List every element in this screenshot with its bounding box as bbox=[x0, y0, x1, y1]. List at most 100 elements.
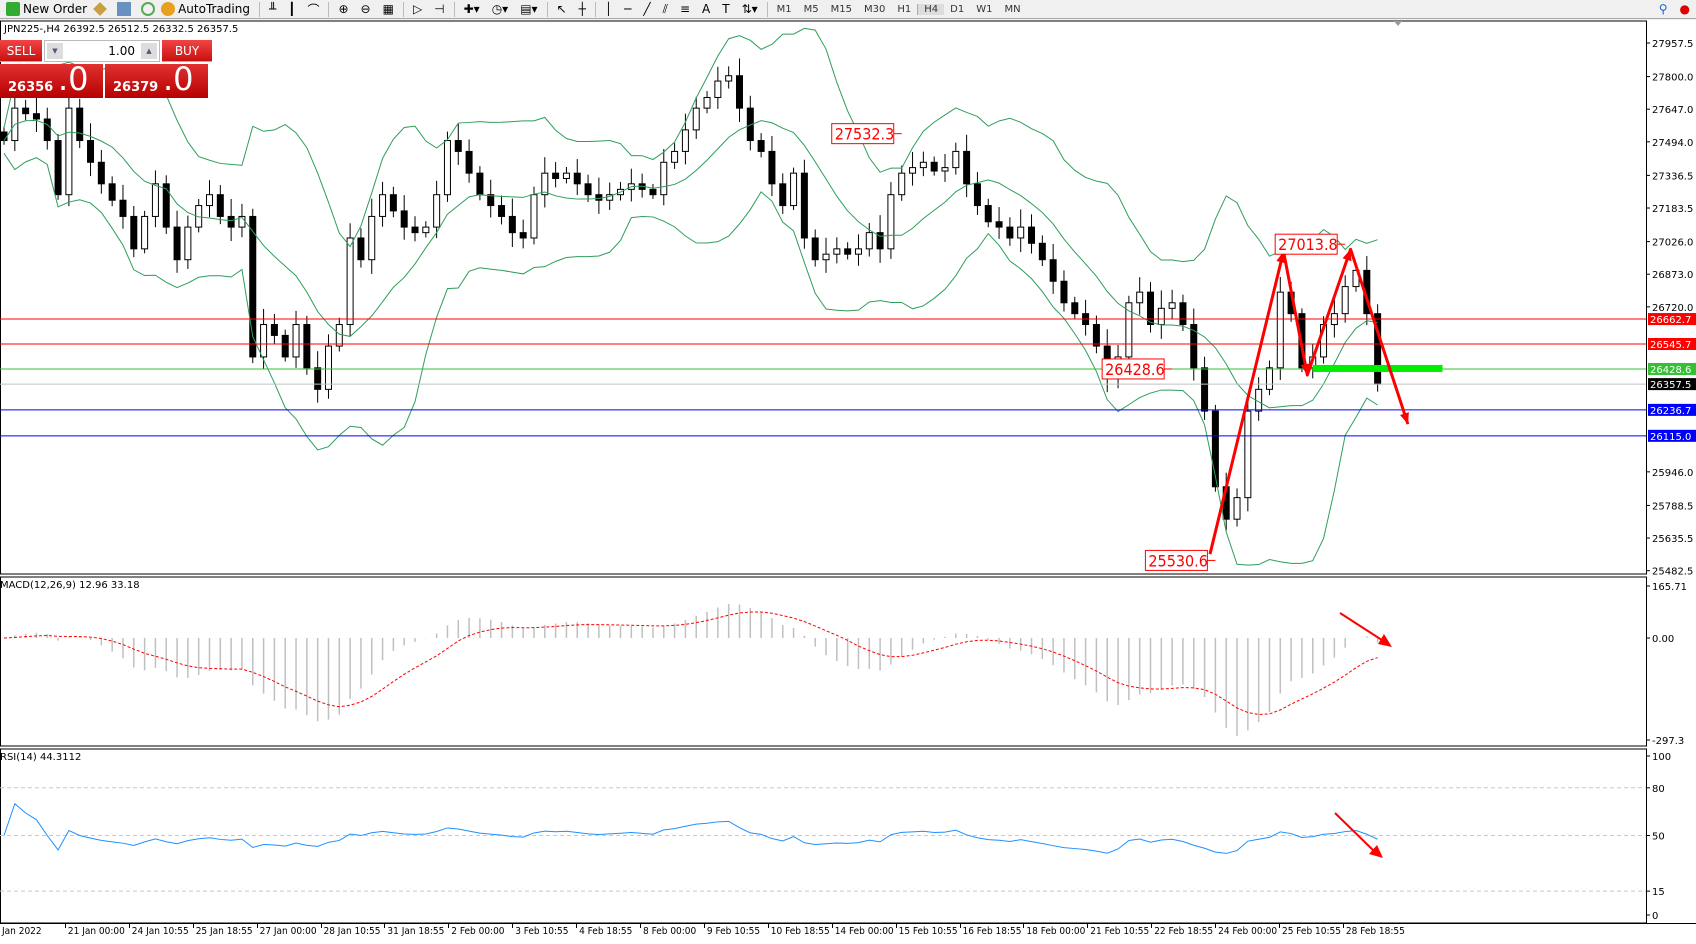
horizontal-line-icon[interactable]: ─ bbox=[624, 2, 632, 16]
candle bbox=[422, 221, 430, 238]
level-tag bbox=[1648, 337, 1696, 350]
candle-body bbox=[1179, 302, 1187, 326]
candle-body bbox=[216, 194, 224, 217]
candle-body bbox=[844, 248, 852, 255]
candle bbox=[649, 184, 657, 199]
rsi-axis-label: 50 bbox=[1652, 832, 1665, 843]
candle-body bbox=[227, 215, 235, 228]
arrows-icon[interactable]: ⇅▾ bbox=[741, 2, 758, 16]
level-price-label: 26428.6 bbox=[1650, 365, 1691, 376]
price-axis-label: 27026.0 bbox=[1652, 238, 1693, 249]
price-axis-label: 25788.5 bbox=[1652, 501, 1693, 512]
cursor-icon[interactable]: ↖ bbox=[556, 2, 567, 16]
autotrading-button[interactable]: AutoTrading bbox=[155, 0, 256, 18]
candle-body bbox=[130, 215, 138, 250]
candle-body bbox=[735, 75, 743, 109]
new-order-button[interactable]: New Order bbox=[0, 0, 93, 18]
rsi-line bbox=[3, 802, 1378, 854]
candle-body bbox=[151, 183, 159, 217]
rsi-axis-label: 0 bbox=[1652, 911, 1658, 922]
candle bbox=[206, 180, 214, 218]
candle-body bbox=[1157, 307, 1165, 326]
market-icon[interactable] bbox=[117, 2, 132, 16]
periods-icon[interactable]: ◷▾ bbox=[491, 2, 509, 16]
chart-shift-marker bbox=[1394, 21, 1402, 26]
level-price-label: 26357.5 bbox=[1650, 380, 1691, 391]
signals-icon[interactable] bbox=[141, 2, 156, 16]
macd-trend-arrow bbox=[1339, 612, 1386, 643]
buy-price[interactable]: 26379.0 bbox=[105, 60, 208, 98]
zoom-out-icon[interactable]: ⊖ bbox=[360, 2, 371, 16]
templates-icon[interactable]: ▤▾ bbox=[520, 2, 538, 16]
price-label-text: 27013.8 bbox=[1278, 235, 1338, 254]
candle-body bbox=[314, 367, 322, 390]
chart-canvas[interactable]: 27957.5 27800.0 27647.0 27494.0 27336.5 27183… bbox=[0, 20, 1696, 924]
candle bbox=[822, 237, 830, 273]
candle bbox=[216, 185, 224, 225]
candle bbox=[498, 195, 506, 225]
lot-increase-icon[interactable]: ▲ bbox=[141, 43, 157, 59]
candle bbox=[303, 315, 311, 375]
arrowhead-icon bbox=[1400, 412, 1409, 425]
candle-body bbox=[865, 232, 873, 250]
timeframe-h4[interactable]: H4 bbox=[917, 3, 945, 15]
timeframe-m1[interactable]: M1 bbox=[776, 3, 792, 15]
buy-button[interactable]: BUY bbox=[162, 40, 212, 62]
autoscroll-icon[interactable]: ▷ bbox=[412, 2, 423, 16]
text-label-icon[interactable]: T bbox=[722, 2, 730, 16]
time-axis: Jan 2022 21 Jan 00:00 24 Jan 10:55 25 Jan 1… bbox=[0, 923, 1696, 944]
time-axis-label: 27 Jan 00:00 bbox=[256, 923, 317, 937]
fibonacci-icon[interactable]: ≡ bbox=[679, 2, 690, 16]
candle-body bbox=[919, 161, 927, 169]
tile-windows-icon[interactable]: ▦ bbox=[382, 2, 394, 16]
candle bbox=[725, 66, 733, 89]
lot-decrease-icon[interactable]: ▼ bbox=[47, 43, 63, 59]
line-chart-icon[interactable]: ⌒ bbox=[307, 2, 320, 17]
level-price-label: 26662.7 bbox=[1650, 315, 1691, 326]
candle bbox=[1157, 290, 1165, 339]
candlestick-icon[interactable]: ┃ bbox=[288, 2, 296, 16]
candle bbox=[346, 223, 354, 337]
candle bbox=[324, 334, 332, 399]
vertical-line-icon[interactable]: │ bbox=[604, 2, 613, 16]
metaeditor-icon[interactable] bbox=[93, 2, 108, 16]
chart-shift-icon[interactable]: ⊣ bbox=[434, 2, 445, 16]
bb-upper bbox=[3, 27, 1378, 263]
search-icon[interactable]: ⚲ bbox=[1658, 2, 1668, 16]
timeframe-mn[interactable]: MN bbox=[1004, 3, 1021, 15]
candle bbox=[552, 162, 560, 188]
lot-value[interactable]: 1.00 bbox=[108, 44, 135, 58]
zoom-in-icon[interactable]: ⊕ bbox=[338, 2, 349, 16]
trendline-icon[interactable]: ╱ bbox=[643, 2, 651, 16]
price-axis-label: 26873.0 bbox=[1652, 270, 1693, 281]
candle-body bbox=[822, 253, 830, 261]
green-zone bbox=[1312, 364, 1443, 372]
timeframe-m15[interactable]: M15 bbox=[830, 3, 852, 15]
timeframe-m5[interactable]: M5 bbox=[803, 3, 819, 15]
notifications-icon[interactable]: ● bbox=[1679, 2, 1690, 16]
candle bbox=[1038, 235, 1046, 267]
timeframe-d1[interactable]: D1 bbox=[950, 3, 965, 15]
channel-icon[interactable]: ⫽ bbox=[662, 1, 668, 16]
time-axis-label: 10 Feb 18:55 bbox=[767, 923, 830, 937]
timeframe-w1[interactable]: W1 bbox=[976, 3, 993, 15]
lot-size-input[interactable]: ▼ 1.00 ▲ bbox=[44, 40, 160, 62]
chart-window[interactable]: 27957.5 27800.0 27647.0 27494.0 27336.5 27183… bbox=[0, 20, 1696, 924]
candle bbox=[973, 172, 981, 215]
candle-body bbox=[324, 345, 332, 390]
price-axis-label: 25946.0 bbox=[1652, 468, 1693, 479]
indicators-icon[interactable]: ✚▾ bbox=[463, 2, 480, 16]
sell-button[interactable]: SELL bbox=[0, 40, 42, 62]
text-icon[interactable]: A bbox=[702, 2, 711, 16]
timeframe-h1[interactable]: H1 bbox=[897, 3, 912, 15]
sell-price[interactable]: 26356.0 bbox=[0, 60, 103, 98]
candle-body bbox=[746, 107, 754, 142]
candle bbox=[1092, 315, 1100, 354]
crosshair-icon[interactable]: ┼ bbox=[578, 2, 586, 16]
candle bbox=[541, 157, 549, 208]
bar-chart-icon[interactable]: ╨ bbox=[268, 2, 277, 16]
candle bbox=[443, 131, 451, 202]
time-axis-label: 31 Jan 18:55 bbox=[384, 923, 445, 937]
candle-body bbox=[681, 129, 689, 152]
timeframe-m30[interactable]: M30 bbox=[864, 3, 886, 15]
